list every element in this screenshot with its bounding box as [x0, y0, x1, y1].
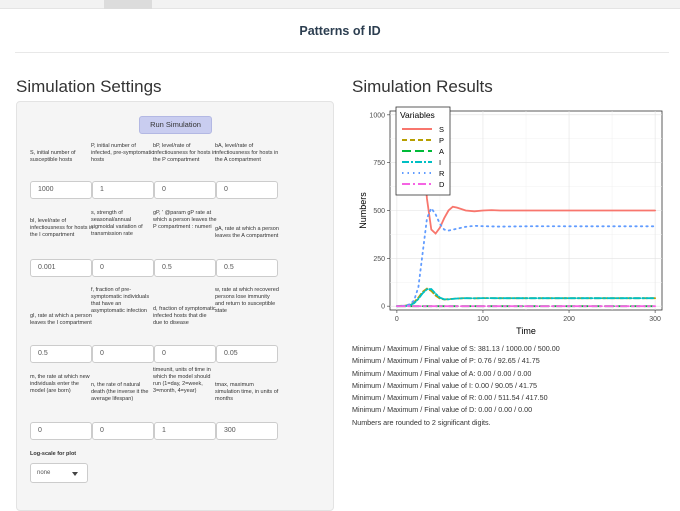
param-label-w: w, rate at which recovered persons lose …	[215, 287, 279, 314]
results-line: Minimum / Maximum / Final value of R: 0.…	[352, 393, 548, 403]
param-input-f[interactable]: 0	[92, 345, 154, 363]
param-input-gI[interactable]: 0.5	[30, 345, 92, 363]
legend-label-R: R	[439, 169, 445, 178]
param-input-gA[interactable]: 0.5	[216, 259, 278, 277]
y-tick-label: 0	[381, 304, 385, 311]
legend-label-P: P	[439, 136, 444, 145]
param-label-n: n, the rate of natural death (the invers…	[91, 382, 149, 402]
param-label-gP: gP, ' @param gP rate at which a person l…	[153, 210, 217, 230]
param-label-bI: bI, level/rate of infectiousness for hos…	[30, 218, 94, 238]
param-input-w[interactable]: 0.05	[216, 345, 278, 363]
legend-title: Variables	[400, 110, 435, 120]
param-input-S[interactable]: 1000	[30, 181, 92, 199]
x-tick-label: 200	[563, 316, 575, 323]
param-label-P: P, initial number of infected, pre-sympt…	[91, 143, 154, 163]
series-line-R	[396, 206, 657, 308]
results-line: Minimum / Maximum / Final value of P: 0.…	[352, 356, 540, 366]
log-scale-label: Log-scale for plot	[30, 451, 77, 457]
param-label-tmax: tmax, maximum simulation time, in units …	[215, 382, 279, 402]
param-input-gP[interactable]: 0.5	[154, 259, 216, 277]
param-label-s: s, strength of seasonal/annual sigmoidal…	[91, 210, 143, 237]
run-simulation-button[interactable]: Run Simulation	[139, 116, 212, 134]
param-input-bI[interactable]: 0.001	[30, 259, 92, 277]
param-label-bP: bP, level/rate of infectiousness for hos…	[153, 143, 217, 163]
param-label-d: d, fraction of symptomatic infected host…	[153, 306, 216, 326]
caret-down-icon	[72, 472, 78, 476]
param-input-n[interactable]: 0	[92, 422, 154, 440]
param-label-gI: gI, rate at which a person leaves the I …	[30, 313, 92, 326]
param-input-bP[interactable]: 0	[154, 181, 216, 199]
divider	[15, 52, 669, 53]
param-label-m: m, the rate at which new individuals ent…	[30, 374, 90, 394]
top-navbar	[0, 0, 680, 9]
legend-label-I: I	[439, 158, 441, 167]
active-nav-tab[interactable]	[104, 0, 152, 9]
param-input-timeunit[interactable]: 1	[154, 422, 216, 440]
param-input-m[interactable]: 0	[30, 422, 92, 440]
y-tick-label: 500	[373, 208, 385, 215]
results-text: Minimum / Maximum / Final value of S: 38…	[352, 343, 672, 429]
results-line: Minimum / Maximum / Final value of D: 0.…	[352, 405, 533, 415]
param-input-s[interactable]: 0	[92, 259, 154, 277]
param-label-bA: bA, level/rate of infectiousness for hos…	[215, 143, 279, 163]
x-tick-label: 0	[395, 316, 399, 323]
x-tick-label: 100	[477, 316, 489, 323]
results-line: Minimum / Maximum / Final value of S: 38…	[352, 344, 560, 353]
y-tick-label: 250	[373, 256, 385, 263]
settings-title: Simulation Settings	[16, 77, 162, 96]
legend-label-D: D	[439, 180, 445, 189]
param-input-d[interactable]: 0	[154, 345, 216, 363]
param-input-tmax[interactable]: 300	[216, 422, 278, 440]
results-line: Minimum / Maximum / Final value of I: 0.…	[352, 380, 537, 390]
y-tick-label: 750	[373, 160, 385, 167]
x-axis-label: Time	[516, 326, 536, 336]
results-line: Minimum / Maximum / Final value of A: 0.…	[352, 368, 532, 378]
param-input-bA[interactable]: 0	[216, 181, 278, 199]
param-label-S: S, initial number of susceptible hosts	[30, 150, 76, 163]
param-label-timeunit: timeunit, units of time in which the mod…	[153, 367, 211, 394]
simulation-plot: 0 250 500 750 1000 0 100 200 300 Time Numbers Varia…	[358, 106, 663, 336]
app-title: Patterns of ID	[299, 24, 381, 38]
param-label-f: f, fraction of pre-symptomatic individua…	[91, 287, 150, 314]
legend-label-A: A	[439, 147, 444, 156]
param-input-P[interactable]: 1	[92, 181, 154, 199]
y-axis-label: Numbers	[358, 192, 368, 229]
settings-panel	[16, 101, 334, 511]
results-title: Simulation Results	[352, 77, 493, 96]
param-label-gA: gA, rate at which a person leaves the A …	[215, 226, 279, 239]
log-scale-select[interactable]: none	[30, 463, 88, 483]
results-line: Numbers are rounded to 2 significant dig…	[352, 417, 491, 427]
series-line-I	[396, 288, 657, 308]
x-tick-label: 300	[649, 316, 661, 323]
y-tick-label: 1000	[369, 112, 385, 119]
legend-label-S: S	[439, 125, 444, 134]
log-scale-value: none	[37, 470, 51, 476]
